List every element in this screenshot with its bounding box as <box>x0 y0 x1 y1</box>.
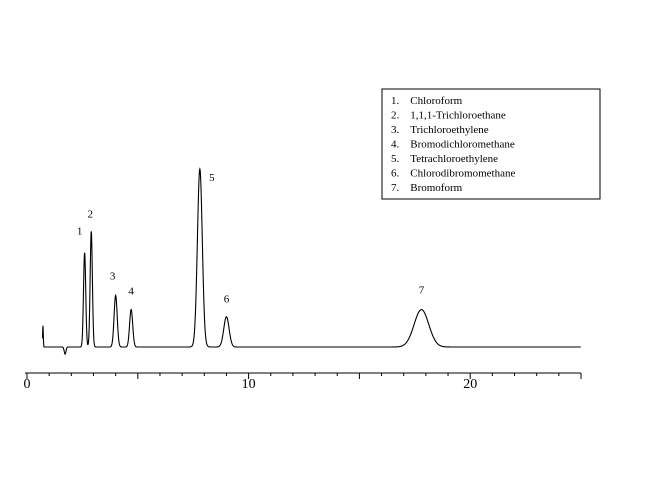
peak-label-2: 2 <box>88 208 94 220</box>
x-tick-label: 0 <box>24 377 31 392</box>
peak-label-4: 4 <box>128 286 134 298</box>
x-tick-label: 10 <box>242 377 256 392</box>
chromatogram-trace <box>41 167 581 355</box>
peak-label-7: 7 <box>419 285 425 297</box>
peak-label-3: 3 <box>110 270 116 282</box>
legend-box <box>381 88 601 200</box>
x-tick-label: 20 <box>463 377 477 392</box>
legend-entry: 5. Tetrachloroethylene <box>391 153 498 165</box>
legend-entry: 7. Bromoform <box>391 182 463 194</box>
legend-entry: 1. Chloroform <box>391 95 463 107</box>
legend-entry: 2. 1,1,1-Trichloroethane <box>391 110 506 122</box>
peak-label-1: 1 <box>77 226 83 238</box>
legend-entry: 6. Chlorodibromomethane <box>391 168 515 180</box>
legend-entry: 4. Bromodichloromethane <box>391 139 515 151</box>
peak-label-6: 6 <box>224 294 230 306</box>
peak-label-5: 5 <box>209 172 215 184</box>
legend-entry: 3. Trichloroethylene <box>391 124 489 136</box>
